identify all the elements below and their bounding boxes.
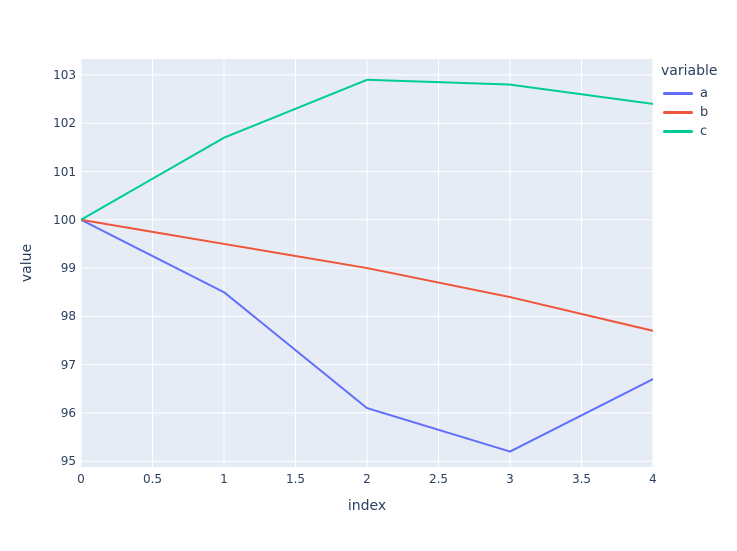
legend-swatch-a-icon	[663, 92, 693, 95]
legend-item-c[interactable]: c	[661, 122, 737, 141]
y-tick-label: 97	[60, 357, 76, 372]
legend-label-a: a	[700, 86, 708, 101]
x-tick-label: 0	[77, 472, 85, 486]
legend-label-c: c	[700, 124, 708, 139]
x-tick-label: 2.5	[428, 472, 449, 486]
plot-area[interactable]	[81, 59, 653, 467]
x-tick-label: 1	[220, 472, 228, 486]
legend-label-b: b	[700, 105, 709, 120]
y-tick-label: 100	[53, 212, 76, 227]
y-tick-label: 103	[53, 67, 76, 82]
series-line-a[interactable]	[81, 218, 653, 453]
legend-title: variable	[661, 63, 718, 79]
y-tick-label: 96	[60, 405, 76, 420]
x-tick-label: 4	[649, 472, 657, 486]
series-line-c[interactable]	[81, 78, 653, 221]
legend-item-a[interactable]: a	[661, 84, 737, 103]
x-axis-title: index	[347, 498, 387, 514]
y-tick-label: 98	[60, 309, 76, 324]
series-line-b[interactable]	[81, 218, 653, 332]
x-tick-label: 1.5	[285, 472, 306, 486]
legend-swatch-b-icon	[663, 111, 693, 114]
legend-item-b[interactable]: b	[661, 103, 737, 122]
x-tick-label: 3	[506, 472, 514, 486]
y-tick-label: 99	[60, 261, 76, 276]
y-axis-title: value	[19, 243, 35, 283]
legend-swatch-c-icon	[663, 130, 693, 133]
y-tick-label: 102	[53, 116, 76, 131]
plot-canvas[interactable]	[81, 59, 653, 467]
y-tick-label: 95	[60, 454, 76, 469]
x-tick-label: 3.5	[571, 472, 592, 486]
x-tick-label: 2	[363, 472, 371, 486]
y-tick-label: 101	[53, 164, 76, 179]
x-tick-label: 0.5	[142, 472, 163, 486]
